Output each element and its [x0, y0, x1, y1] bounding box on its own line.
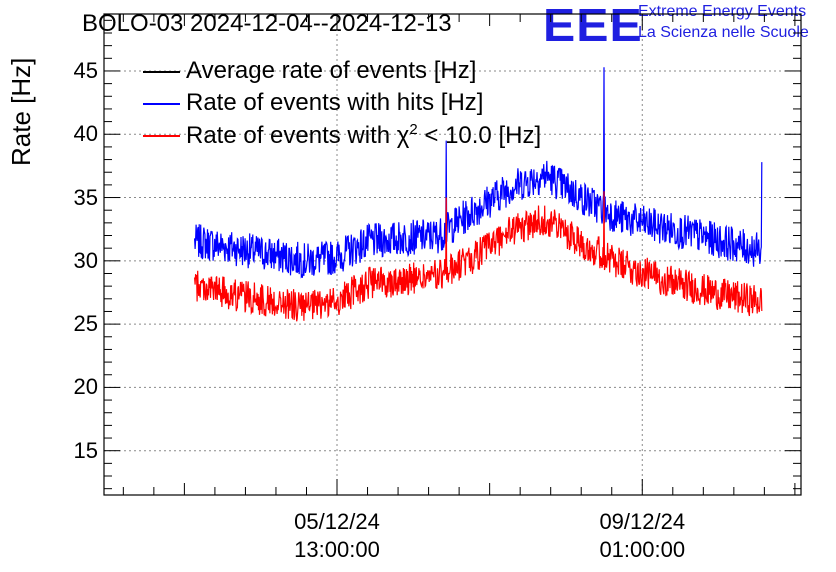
y-tick-label: 20: [73, 374, 98, 400]
legend-chi-suffix: < 10.0 [Hz]: [417, 122, 542, 149]
logo-line-2: La Scienza nelle Scuole: [638, 24, 809, 41]
legend-hits-label: Rate of events with hits [Hz]: [186, 89, 484, 116]
y-tick-label: 40: [73, 121, 98, 147]
series-chi2-line: [194, 191, 763, 322]
y-tick-label: 35: [73, 184, 98, 210]
plot-frame: [103, 13, 802, 496]
legend-avg-label: Average rate of events [Hz]: [186, 57, 477, 84]
x-tick-time: 01:00:00: [599, 537, 686, 562]
y-tick-label: 25: [73, 311, 98, 337]
legend-chi-label: Rate of events with χ2 < 10.0 [Hz]: [186, 121, 541, 150]
y-tick-label: 45: [73, 57, 98, 83]
y-tick-label: 30: [73, 247, 98, 273]
x-tick-label: 05/12/24 13:00:00: [267, 508, 407, 564]
eee-logo: EEE: [543, 0, 643, 51]
series-hits-line: [194, 67, 763, 279]
x-tick-label: 09/12/24 01:00:00: [572, 508, 712, 564]
legend-chi-sup: 2: [409, 121, 418, 138]
legend-chi-prefix: Rate of events with χ: [186, 122, 410, 149]
x-tick-date: 05/12/24: [294, 509, 380, 534]
x-tick-date: 09/12/24: [599, 509, 686, 534]
y-tick-label: 15: [73, 437, 98, 463]
x-tick-time: 13:00:00: [294, 537, 380, 562]
